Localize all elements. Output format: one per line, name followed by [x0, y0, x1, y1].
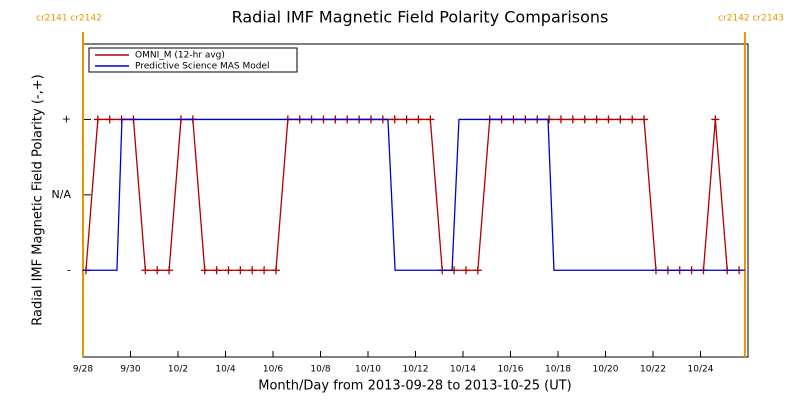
legend-box [88, 47, 298, 73]
point-marker [568, 115, 577, 124]
point-marker [580, 115, 589, 124]
y-tick-label: N/A [52, 188, 72, 201]
x-tick-label: 10/20 [593, 365, 619, 375]
x-tick-label: 10/22 [640, 365, 666, 375]
point-marker [473, 266, 482, 275]
x-axis-label: Month/Day from 2013-09-28 to 2013-10-25 … [258, 379, 571, 394]
point-marker [640, 115, 649, 124]
point-marker [402, 115, 411, 124]
chart-title: Radial IMF Magnetic Field Polarity Compa… [232, 8, 609, 27]
y-axis-label: Radial IMF Magnetic Field Polarity (-,+) [31, 74, 46, 325]
y-tick-label: - [67, 263, 71, 276]
x-tick-label: 10/4 [215, 365, 235, 375]
point-marker [711, 115, 720, 124]
point-marker [271, 266, 280, 275]
point-marker [93, 115, 102, 124]
x-tick-label: 10/10 [355, 365, 381, 375]
point-marker [260, 266, 269, 275]
point-marker [390, 115, 399, 124]
point-marker [200, 266, 209, 275]
carrington-label: cr2141 cr2142 [36, 14, 102, 24]
point-marker [628, 115, 637, 124]
point-marker [236, 266, 245, 275]
x-tick-label: 10/14 [450, 365, 476, 375]
x-tick-label: 10/2 [168, 365, 188, 375]
carrington-label: cr2142 cr2143 [718, 14, 784, 24]
point-marker [604, 115, 613, 124]
point-marker [461, 266, 470, 275]
point-marker [141, 266, 150, 275]
point-marker [248, 266, 257, 275]
x-tick-label: 9/30 [120, 365, 140, 375]
point-marker [153, 266, 162, 275]
x-tick-label: 10/6 [263, 365, 283, 375]
legend-label: Predictive Science MAS Model [135, 62, 270, 72]
point-marker [224, 266, 233, 275]
point-marker [556, 115, 565, 124]
point-marker [414, 115, 423, 124]
x-tick-label: 9/28 [73, 365, 93, 375]
point-marker [105, 115, 114, 124]
x-tick-label: 10/12 [403, 365, 429, 375]
point-marker [165, 266, 174, 275]
point-marker [212, 266, 221, 275]
x-tick-label: 10/16 [498, 365, 524, 375]
x-tick-label: 10/8 [310, 365, 330, 375]
point-marker [616, 115, 625, 124]
legend-label: OMNI_M (12-hr avg) [135, 51, 225, 61]
x-tick-label: 10/18 [545, 365, 571, 375]
point-marker [592, 115, 601, 124]
y-tick-label: + [62, 112, 71, 125]
point-marker [426, 115, 435, 124]
x-tick-label: 10/24 [688, 365, 714, 375]
series-line [83, 118, 745, 271]
